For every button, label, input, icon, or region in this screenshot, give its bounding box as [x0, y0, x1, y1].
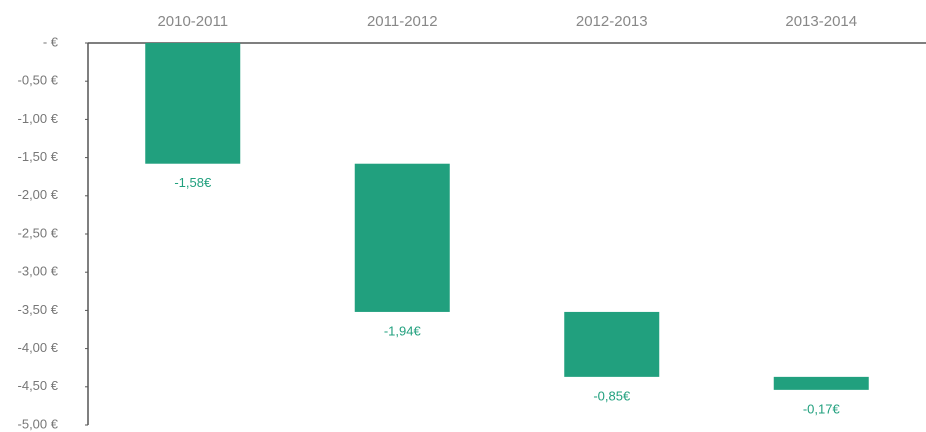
- y-tick-label: -1,00 €: [18, 111, 59, 126]
- x-tick-label: 2011-2012: [367, 13, 438, 30]
- y-tick-label: -5,00 €: [18, 416, 59, 431]
- value-label: -1,58€: [174, 175, 212, 190]
- y-tick-label: -1,50 €: [18, 149, 59, 164]
- x-tick-label: 2013-2014: [785, 13, 857, 30]
- x-tick-label: 2010-2011: [157, 13, 228, 30]
- y-tick-label: -4,00 €: [18, 340, 59, 355]
- bar: [354, 163, 450, 312]
- y-tick-label: -4,50 €: [18, 378, 59, 393]
- bar: [564, 311, 660, 377]
- bar: [145, 43, 241, 164]
- y-tick-label: -0,50 €: [18, 73, 59, 88]
- value-label: -0,85€: [593, 388, 631, 403]
- y-tick-label: -2,00 €: [18, 187, 59, 202]
- y-tick-label: - €: [43, 34, 59, 49]
- y-tick-label: -3,00 €: [18, 264, 59, 279]
- y-tick-label: -2,50 €: [18, 225, 59, 240]
- y-tick-label: -3,50 €: [18, 302, 59, 317]
- value-label: -1,94€: [384, 323, 422, 338]
- value-label: -0,17€: [803, 401, 841, 416]
- x-tick-label: 2012-2013: [576, 13, 648, 30]
- bar: [773, 376, 869, 390]
